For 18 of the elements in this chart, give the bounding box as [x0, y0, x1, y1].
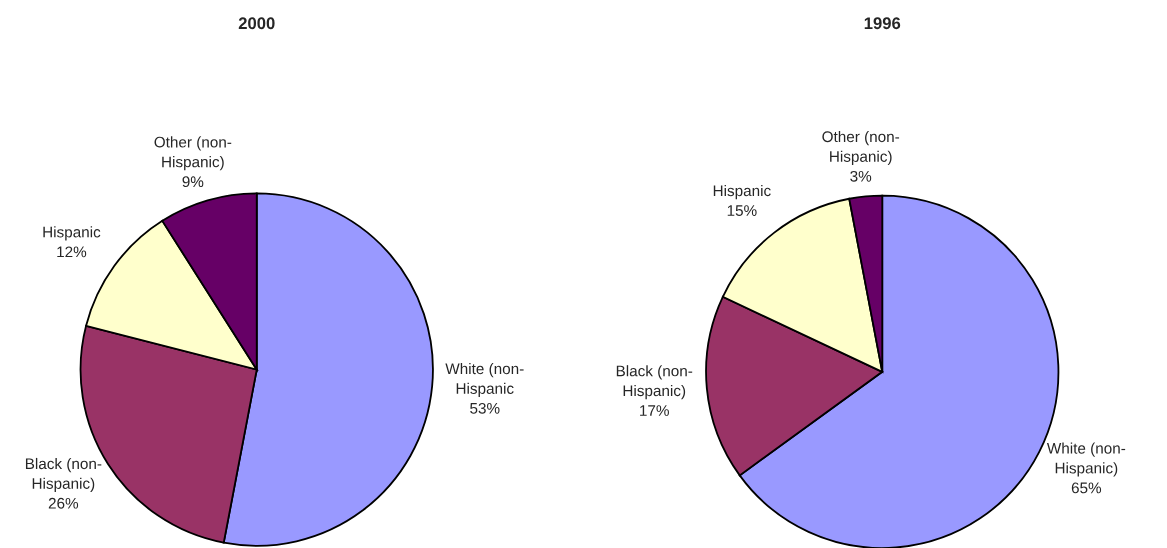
data-label: 26%	[48, 497, 79, 509]
slice-label: Black (non-Hispanic)	[616, 365, 693, 400]
data-label: 53%	[470, 402, 500, 414]
slice-label: White (non-Hispanic	[445, 362, 524, 397]
data-label: 9%	[182, 176, 204, 188]
slice-label: Hispanic	[43, 226, 101, 241]
chart-title: 1996	[864, 17, 901, 30]
data-label: 15%	[727, 205, 757, 216]
slice-label: Other (non-Hispanic)	[154, 136, 232, 171]
data-label: 3%	[850, 170, 872, 182]
slice-label: Black (non-Hispanic)	[25, 457, 102, 492]
data-label: 12%	[57, 246, 87, 258]
slice-label: Hispanic	[713, 184, 771, 200]
data-label: 17%	[640, 405, 669, 416]
data-label: 65%	[1071, 482, 1102, 494]
slice-label: White (non-Hispanic)	[1046, 442, 1126, 477]
chart-title: 2000	[238, 17, 275, 30]
slice-label: Other (non-Hispanic)	[822, 130, 900, 165]
